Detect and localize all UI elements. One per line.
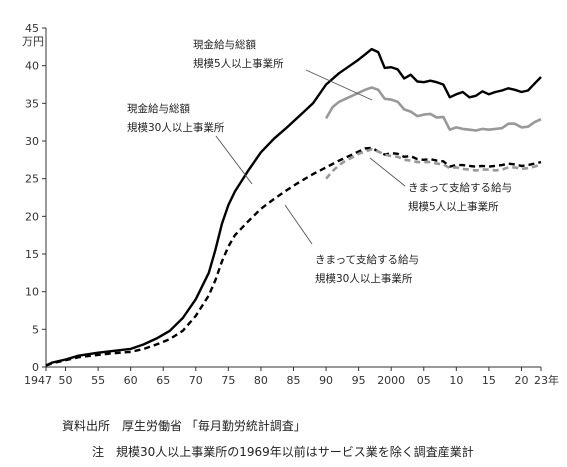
x-tick-label: 70 bbox=[189, 374, 203, 387]
annotation-leader-line bbox=[305, 69, 373, 101]
chart-series bbox=[45, 47, 542, 367]
annotation-leader-line bbox=[284, 204, 313, 245]
annotation-label: 規模30人以上事業所 bbox=[127, 121, 225, 134]
y-tick-label: 5 bbox=[32, 323, 39, 336]
x-tick-label: 60 bbox=[124, 374, 138, 387]
annotation-leader-line bbox=[215, 135, 253, 185]
y-tick-label: 0 bbox=[32, 361, 39, 374]
annotation-label: 規模30人以上事業所 bbox=[315, 272, 413, 285]
chart-annotations: 現金給与総額規模5人以上事業所現金給与総額規模30人以上事業所きまって支給する給… bbox=[127, 38, 512, 285]
x-tick-label: 15 bbox=[482, 374, 496, 387]
y-tick-label: 20 bbox=[25, 210, 39, 223]
x-tick-label: 2000 bbox=[377, 374, 405, 387]
x-tick-label: 65 bbox=[156, 374, 170, 387]
x-tick-label: 1947 bbox=[24, 374, 52, 387]
y-unit-label: 万円 bbox=[22, 35, 44, 48]
x-tick-label: 10 bbox=[449, 374, 463, 387]
annotation-leader-line bbox=[369, 157, 406, 187]
x-tick-label: 80 bbox=[254, 374, 268, 387]
series-line-total5 bbox=[324, 86, 542, 132]
x-tick-label: 75 bbox=[221, 374, 235, 387]
series-line-fixed30 bbox=[45, 146, 542, 367]
y-tick-label: 15 bbox=[25, 248, 39, 261]
x-tick-label: 20 bbox=[514, 374, 528, 387]
annotation-label: 規模5人以上事業所 bbox=[193, 57, 284, 70]
x-tick-label: 23 bbox=[534, 374, 548, 387]
x-tick-label: 95 bbox=[352, 374, 366, 387]
y-tick-label: 40 bbox=[25, 60, 39, 73]
x-tick-label: 05 bbox=[417, 374, 431, 387]
x-tick-label: 50 bbox=[59, 374, 73, 387]
x-tick-label: 55 bbox=[91, 374, 105, 387]
x-unit-label: 年 bbox=[548, 373, 559, 387]
x-tick-label: 90 bbox=[319, 374, 333, 387]
x-tick-label: 85 bbox=[287, 374, 301, 387]
y-tick-label: 30 bbox=[25, 135, 39, 148]
annotation-label: 現金給与総額 bbox=[127, 102, 190, 115]
annotation-label: 規模5人以上事業所 bbox=[408, 200, 499, 213]
annotation-label: 現金給与総額 bbox=[193, 38, 256, 51]
y-tick-label: 35 bbox=[25, 97, 39, 110]
y-tick-label: 25 bbox=[25, 173, 39, 186]
series-line-total30 bbox=[45, 47, 542, 367]
y-tick-label: 10 bbox=[25, 286, 39, 299]
y-tick-label: 45 bbox=[25, 22, 39, 35]
series-line-fixed5 bbox=[325, 148, 542, 180]
annotation-label: きまって支給する給与 bbox=[315, 253, 419, 266]
annotation-label: きまって支給する給与 bbox=[408, 181, 512, 194]
